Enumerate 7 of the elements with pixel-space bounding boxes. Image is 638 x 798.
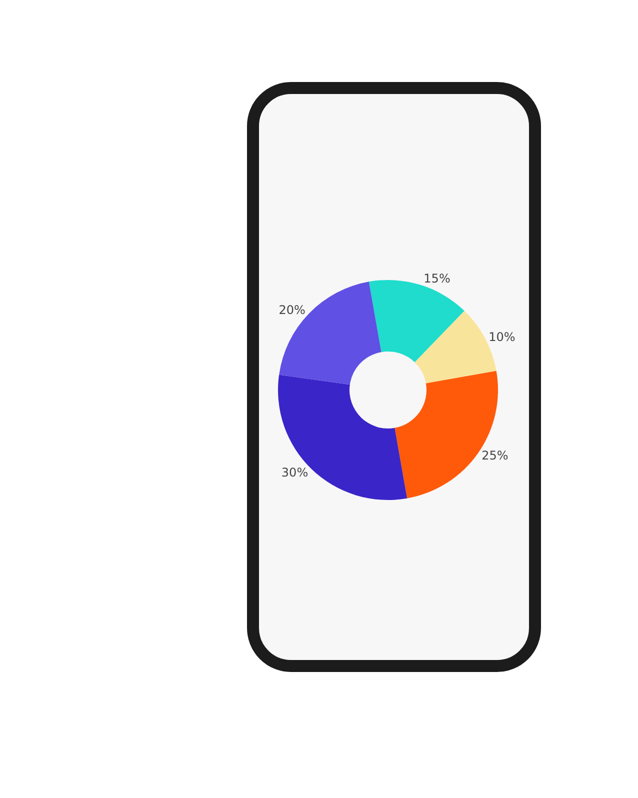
data-label: 25% [482, 448, 508, 462]
donut-slice [278, 374, 408, 500]
donut-slice [279, 282, 382, 385]
data-label: 15% [424, 271, 450, 286]
data-label: 30% [281, 466, 308, 480]
data-label: 20% [278, 303, 306, 318]
data-label: 10% [488, 330, 516, 344]
